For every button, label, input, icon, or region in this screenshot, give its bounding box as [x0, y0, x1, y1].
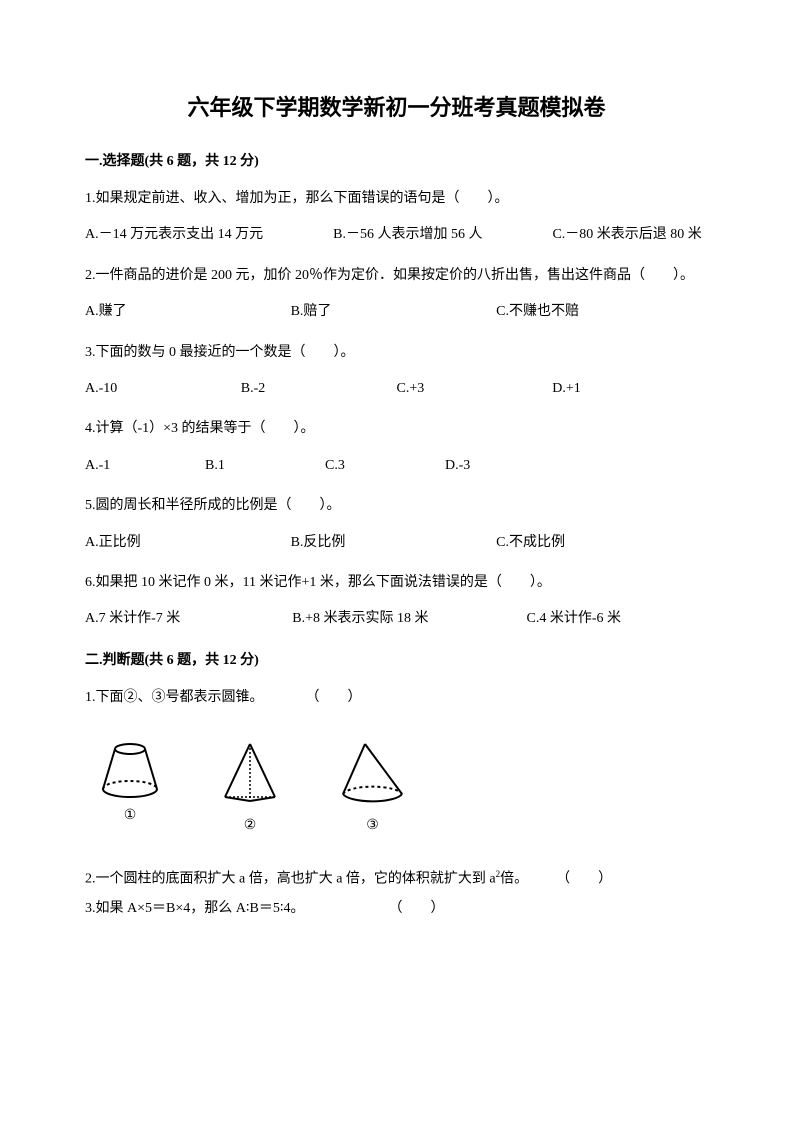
- option-a: A.正比例: [85, 532, 291, 554]
- question-4: 4.计算（-1）×3 的结果等于（ ）。 A.-1 B.1 C.3 D.-3: [85, 418, 708, 477]
- question-2: 2.一件商品的进价是 200 元，加价 20％作为定价．如果按定价的八折出售，售…: [85, 265, 708, 324]
- option-a: A.赚了: [85, 301, 291, 323]
- option-c: C.不赚也不赔: [496, 301, 702, 323]
- option-a: A.-1: [85, 455, 205, 477]
- question-1-text: 1.如果规定前进、收入、增加为正，那么下面错误的语句是（ ）。: [85, 188, 708, 210]
- option-b: B.1: [205, 455, 325, 477]
- option-b: B.赔了: [291, 301, 497, 323]
- question-5-options: A.正比例 B.反比例 C.不成比例: [85, 532, 708, 554]
- shape-2: ②: [215, 739, 285, 837]
- shape-3-label: ③: [366, 815, 379, 837]
- question-3: 3.下面的数与 0 最接近的一个数是（ ）。 A.-10 B.-2 C.+3 D…: [85, 342, 708, 401]
- question-4-options: A.-1 B.1 C.3 D.-3: [85, 455, 565, 477]
- section2-header: 二.判断题(共 6 题，共 12 分): [85, 649, 708, 669]
- question-1-options: A.－14 万元表示支出 14 万元 B.－56 人表示增加 56 人 C.－8…: [85, 224, 708, 246]
- option-b: B.-2: [241, 378, 397, 400]
- question-3-text: 3.下面的数与 0 最接近的一个数是（ ）。: [85, 342, 708, 364]
- s2-question-2: 2.一个圆柱的底面积扩大 a 倍，高也扩大 a 倍，它的体积就扩大到 a2倍。 …: [85, 867, 708, 891]
- question-6: 6.如果把 10 米记作 0 米，11 米记作+1 米，那么下面说法错误的是（ …: [85, 572, 708, 631]
- shape-3: ③: [335, 739, 410, 837]
- option-c: C.3: [325, 455, 445, 477]
- shape-1: ①: [95, 739, 165, 837]
- s2-question-3: 3.如果 A×5＝B×4，那么 A∶B＝5∶4。 （ ）: [85, 898, 708, 920]
- question-2-options: A.赚了 B.赔了 C.不赚也不赔: [85, 301, 708, 323]
- section1-header: 一.选择题(共 6 题，共 12 分): [85, 150, 708, 170]
- shapes-container: ① ② ③: [95, 739, 708, 837]
- option-d: D.+1: [552, 378, 708, 400]
- option-a: A.-10: [85, 378, 241, 400]
- question-4-text: 4.计算（-1）×3 的结果等于（ ）。: [85, 418, 708, 440]
- option-c: C.+3: [397, 378, 553, 400]
- shape-2-label: ②: [244, 815, 257, 837]
- question-6-text: 6.如果把 10 米记作 0 米，11 米记作+1 米，那么下面说法错误的是（ …: [85, 572, 708, 594]
- s2-question-1: 1.下面②、③号都表示圆锥。 （ ） ① ②: [85, 687, 708, 838]
- question-5-text: 5.圆的周长和半径所成的比例是（ ）。: [85, 495, 708, 517]
- question-1: 1.如果规定前进、收入、增加为正，那么下面错误的语句是（ ）。 A.－14 万元…: [85, 188, 708, 247]
- s2-q2-part2: 倍。 （ ）: [500, 872, 612, 887]
- option-d: D.-3: [445, 455, 565, 477]
- question-5: 5.圆的周长和半径所成的比例是（ ）。 A.正比例 B.反比例 C.不成比例: [85, 495, 708, 554]
- s2-q3-text: 3.如果 A×5＝B×4，那么 A∶B＝5∶4。 （ ）: [85, 901, 444, 916]
- pyramid-icon: [215, 739, 285, 809]
- page-title: 六年级下学期数学新初一分班考真题模拟卷: [85, 90, 708, 122]
- question-3-options: A.-10 B.-2 C.+3 D.+1: [85, 378, 708, 400]
- question-2-text: 2.一件商品的进价是 200 元，加价 20％作为定价．如果按定价的八折出售，售…: [85, 265, 708, 287]
- s2-question-1-text: 1.下面②、③号都表示圆锥。 （ ）: [85, 687, 708, 709]
- frustum-icon: [95, 739, 165, 799]
- option-b: B.反比例: [291, 532, 497, 554]
- cone-icon: [335, 739, 410, 809]
- question-6-options: A.7 米计作-7 米 B.+8 米表示实际 18 米 C.4 米计作-6 米: [85, 608, 708, 630]
- s2-q2-part1: 2.一个圆柱的底面积扩大 a 倍，高也扩大 a 倍，它的体积就扩大到 a: [85, 872, 496, 887]
- shape-1-label: ①: [124, 805, 137, 827]
- option-c: C.不成比例: [496, 532, 702, 554]
